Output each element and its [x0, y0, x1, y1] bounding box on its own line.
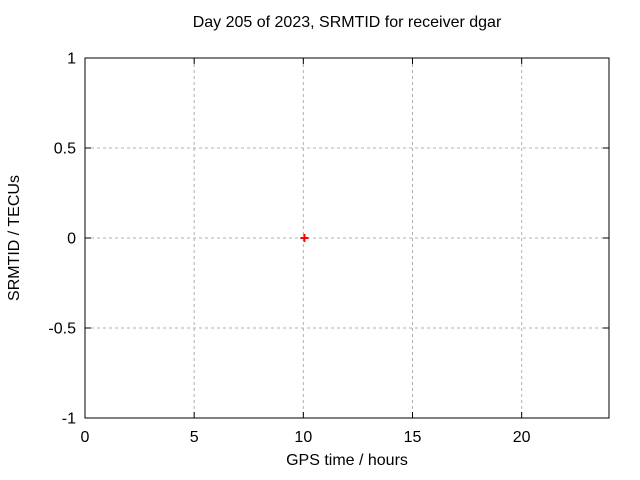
y-axis-label: SRMTID / TECUs: [6, 175, 23, 301]
y-tick-label: -0.5: [48, 321, 76, 338]
x-tick-label: 0: [81, 429, 90, 446]
y-tick-label: -1: [62, 411, 76, 428]
x-tick-label: 15: [404, 429, 422, 446]
x-tick-label: 20: [513, 429, 531, 446]
x-tick-label: 10: [294, 429, 312, 446]
y-tick-label: 0: [67, 231, 76, 248]
y-tick-label: 0.5: [54, 141, 76, 158]
chart-title: Day 205 of 2023, SRMTID for receiver dga…: [192, 14, 502, 31]
x-axis-label: GPS time / hours: [286, 452, 408, 469]
y-tick-label: 1: [67, 51, 76, 68]
x-tick-label: 5: [190, 429, 199, 446]
